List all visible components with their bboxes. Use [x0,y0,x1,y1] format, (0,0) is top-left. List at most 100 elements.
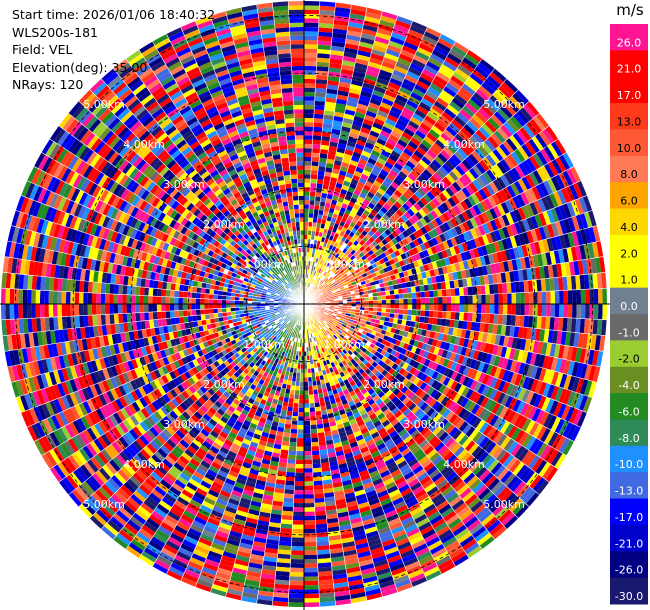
velocity-gate [521,176,532,191]
velocity-gate [333,111,345,118]
velocity-gate [352,120,363,127]
velocity-gate [368,300,374,304]
velocity-gate [304,247,307,253]
velocity-gate [386,275,392,282]
velocity-gate [320,197,327,203]
velocity-gate [304,161,312,166]
velocity-gate [400,277,406,284]
velocity-gate [319,259,324,265]
velocity-gate [377,187,386,196]
velocity-gate [304,122,314,127]
velocity-gate [489,151,501,165]
velocity-gate [338,170,347,177]
velocity-gate [318,157,328,163]
velocity-gate [394,261,401,269]
velocity-gate [454,133,467,145]
velocity-gate [360,33,376,41]
velocity-gate [283,432,291,438]
velocity-gate [398,271,405,279]
velocity-gate [409,280,416,288]
velocity-gate [376,274,383,280]
velocity-gate [318,166,326,172]
velocity-gate [438,296,443,304]
velocity-gate [497,215,507,228]
velocity-gate [529,242,537,256]
ray-separator [303,7,368,305]
velocity-gate [297,420,304,426]
velocity-gate [304,22,319,28]
velocity-gate [317,290,322,294]
velocity-gate [392,126,404,136]
velocity-gate [522,104,537,119]
velocity-gate [454,93,468,106]
velocity-gate [298,399,304,404]
velocity-gate [435,275,441,284]
velocity-gate [420,310,426,317]
velocity-gate [323,175,331,182]
velocity-gate [468,181,479,194]
velocity-gate [481,304,486,314]
velocity-gate [410,169,420,179]
velocity-gate [401,245,409,253]
velocity-gate [299,377,304,382]
velocity-gate [458,189,468,201]
velocity-gate [461,57,478,70]
velocity-gate [576,289,582,304]
velocity-gate [284,489,295,495]
velocity-gate [452,271,458,281]
velocity-gate [323,228,329,235]
velocity-gate [410,116,422,127]
velocity-gate [543,146,556,162]
velocity-gate [418,251,426,260]
velocity-gate [360,213,368,220]
velocity-gate [324,297,330,300]
velocity-gate [311,279,315,285]
velocity-gate [304,126,314,132]
velocity-gate [446,304,452,312]
velocity-gate [304,386,309,391]
velocity-gate [367,134,378,142]
velocity-gate [382,57,398,66]
velocity-gate [437,289,443,297]
velocity-gate [367,289,373,294]
velocity-gate [442,129,455,140]
velocity-gate [425,27,442,38]
velocity-gate [310,424,318,430]
velocity-gate [329,277,335,283]
velocity-gate [381,11,398,20]
velocity-gate [503,171,514,185]
velocity-gate [505,237,514,250]
velocity-gate [476,246,484,257]
velocity-gate [379,19,395,29]
velocity-gate [463,286,469,296]
velocity-gate [434,216,443,227]
velocity-gate [311,152,320,158]
velocity-gate [392,69,407,79]
velocity-gate [446,104,460,116]
velocity-gate [519,191,530,206]
velocity-gate [333,263,339,269]
velocity-gate [589,304,595,320]
velocity-gate [476,294,482,304]
velocity-gate [433,100,447,112]
velocity-gate [407,304,413,310]
velocity-gate [402,314,408,321]
velocity-gate [443,107,457,119]
velocity-gate [510,314,516,327]
velocity-gate [304,9,320,15]
velocity-gate [358,41,374,49]
velocity-gate [484,138,496,152]
velocity-gate [554,206,564,222]
velocity-gate [304,87,316,93]
velocity-gate [537,198,547,213]
velocity-gate [392,212,401,220]
velocity-gate [457,130,470,142]
velocity-gate [304,187,311,192]
velocity-gate [438,114,452,126]
velocity-gate [310,279,314,284]
velocity-gate [465,184,475,196]
velocity-gate [335,103,347,110]
velocity-gate [348,201,356,208]
velocity-gate [489,294,495,304]
velocity-gate [465,170,476,182]
